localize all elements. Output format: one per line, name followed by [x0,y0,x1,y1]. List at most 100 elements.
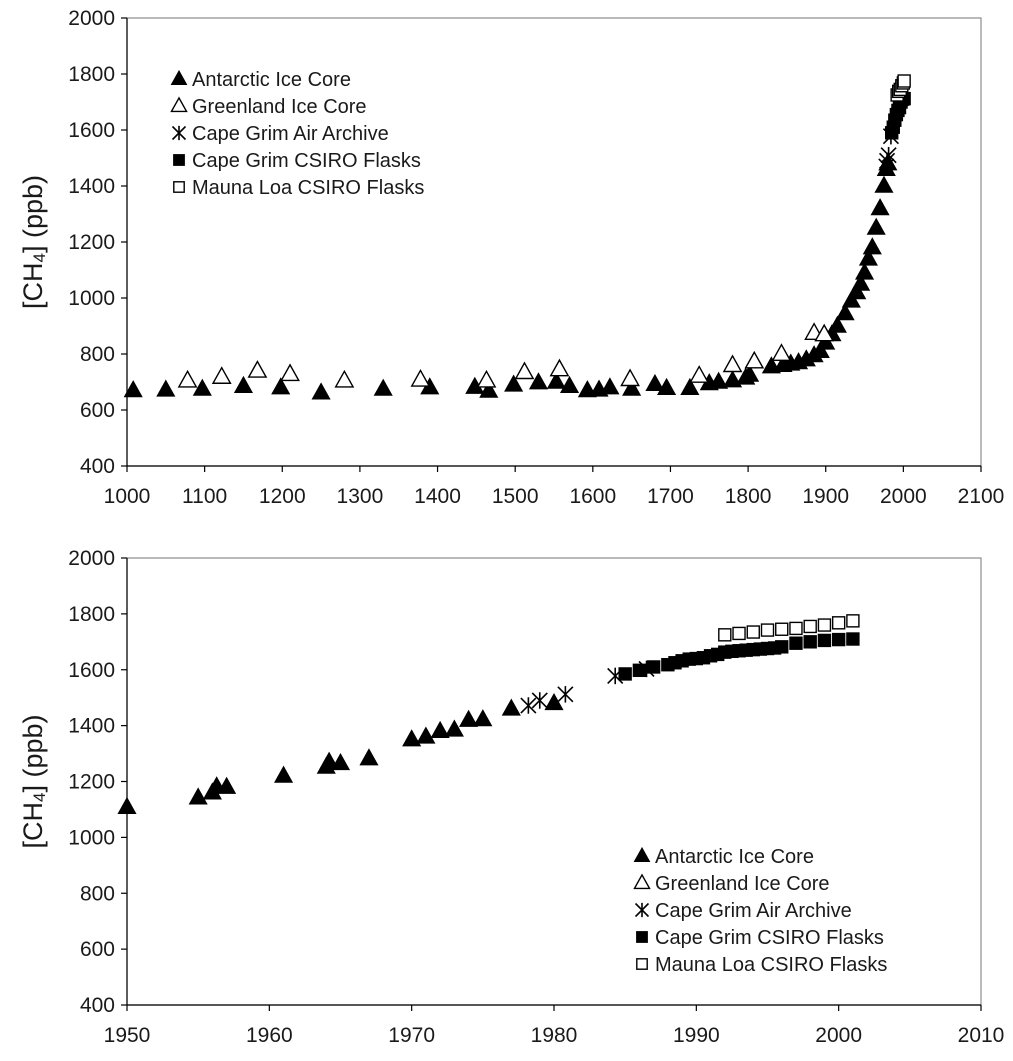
chart-panel-bottom: 400 600 800 1000 1200 1400 1600 1800 2000 1950 196… [18,547,1004,1047]
legend-item-greenland-ice-core: Greenland Ice Core [633,873,830,895]
y-tick-label: 600 [80,399,115,422]
x-tick-label: 2010 [958,1024,1005,1047]
data-point [117,796,137,815]
data-point [854,262,875,280]
data-point [217,776,237,794]
legend-item-greenland-ice-core: Greenland Ice Core [170,96,367,118]
x-tick-label: 1300 [337,485,384,508]
data-point [334,369,355,388]
y-tick-label: 1400 [68,715,115,738]
legend: Antarctic Ice Core Greenland Ice Core Cape… [633,846,887,976]
data-point [831,616,846,630]
data-point [814,323,835,342]
legend-label: Greenland Ice Core [655,873,830,895]
legend-label: Cape Grim CSIRO Flasks [192,150,421,172]
data-point [557,686,574,703]
data-point [645,373,665,392]
data-point [504,374,524,392]
y-tick-label: 400 [80,994,115,1017]
data-point [211,366,232,384]
legend-label: Cape Grim Air Archive [192,123,389,145]
legend-label: Mauna Loa CSIRO Flasks [192,177,424,199]
data-point [618,667,632,681]
series-greenland-ice-core [177,322,835,388]
data-point [311,382,331,400]
y-tick-label: 1000 [68,826,115,849]
square-filled-marker-icon [636,931,648,943]
data-point [247,360,268,378]
data-point [874,175,894,193]
triangle-open-marker-icon [633,873,651,890]
y-tick-label: 400 [80,455,115,478]
data-point [771,343,792,361]
data-point [732,626,746,641]
series-mauna-loa-csiro-flasks [890,74,911,102]
legend-item-antarctic-ice-core: Antarctic Ice Core [633,846,814,868]
data-point [775,622,789,636]
data-point [870,198,890,216]
legend-item-cape-grim-csiro-flasks: Cape Grim CSIRO Flasks [173,150,421,172]
x-tick-label: 1980 [531,1024,578,1047]
legend-item-cape-grim-air-archive: Cape Grim Air Archive [634,900,852,922]
data-point [123,380,143,398]
data-point [646,660,661,674]
square-filled-marker-icon [173,154,185,166]
data-point [803,635,817,649]
y-tick-label: 1800 [68,63,115,86]
legend: Antarctic Ice Core Greenland Ice Core Cape… [170,69,424,199]
x-tick-label: 1400 [414,485,461,508]
x-tick-label: 1600 [569,485,616,508]
data-point [156,379,176,397]
y-tick-label: 1200 [68,771,115,794]
data-point [600,377,620,395]
data-point [827,315,847,333]
x-tick-label: 1000 [104,485,151,508]
x-tick-label: 2000 [880,485,927,508]
data-point [835,303,855,321]
data-point [459,709,479,727]
y-tick-label: 1400 [68,175,115,198]
x-tick-label: 1970 [388,1024,435,1047]
data-point [559,375,580,393]
data-point [274,765,294,783]
data-point [330,753,351,771]
data-point [188,787,208,805]
data-point [192,378,212,396]
data-point [514,361,535,380]
x-tick-label: 1990 [673,1024,720,1047]
data-point [501,698,521,716]
data-point [546,371,566,389]
data-point [831,632,846,647]
x-tick-label: 1900 [802,485,849,508]
legend-label: Mauna Loa CSIRO Flasks [655,954,887,976]
data-point [271,377,291,395]
data-point [709,371,729,389]
data-point [689,365,710,383]
y-axis-label: [CH4] (ppb) [18,175,49,309]
data-point [746,625,760,639]
data-point [549,358,570,377]
data-point [722,354,743,373]
data-point [880,146,897,164]
data-point [657,377,677,395]
x-tick-label: 1960 [246,1024,293,1047]
data-point [851,273,871,291]
triangle-filled-marker-icon [170,69,188,85]
series-mauna-loa-csiro-flasks [718,614,860,642]
data-point [359,748,379,766]
data-point [858,248,878,266]
data-point [402,729,422,747]
data-point [846,614,860,628]
data-point [410,369,431,387]
legend-item-antarctic-ice-core: Antarctic Ice Core [170,69,351,91]
series-antarctic-ice-core [117,692,564,815]
data-point [622,378,642,396]
data-point [444,719,464,737]
data-point [280,363,300,382]
data-point [416,726,436,744]
data-point [177,369,198,388]
x-tick-label: 1950 [104,1024,151,1047]
data-point [841,290,861,308]
legend-label: Cape Grim Air Archive [655,900,852,922]
